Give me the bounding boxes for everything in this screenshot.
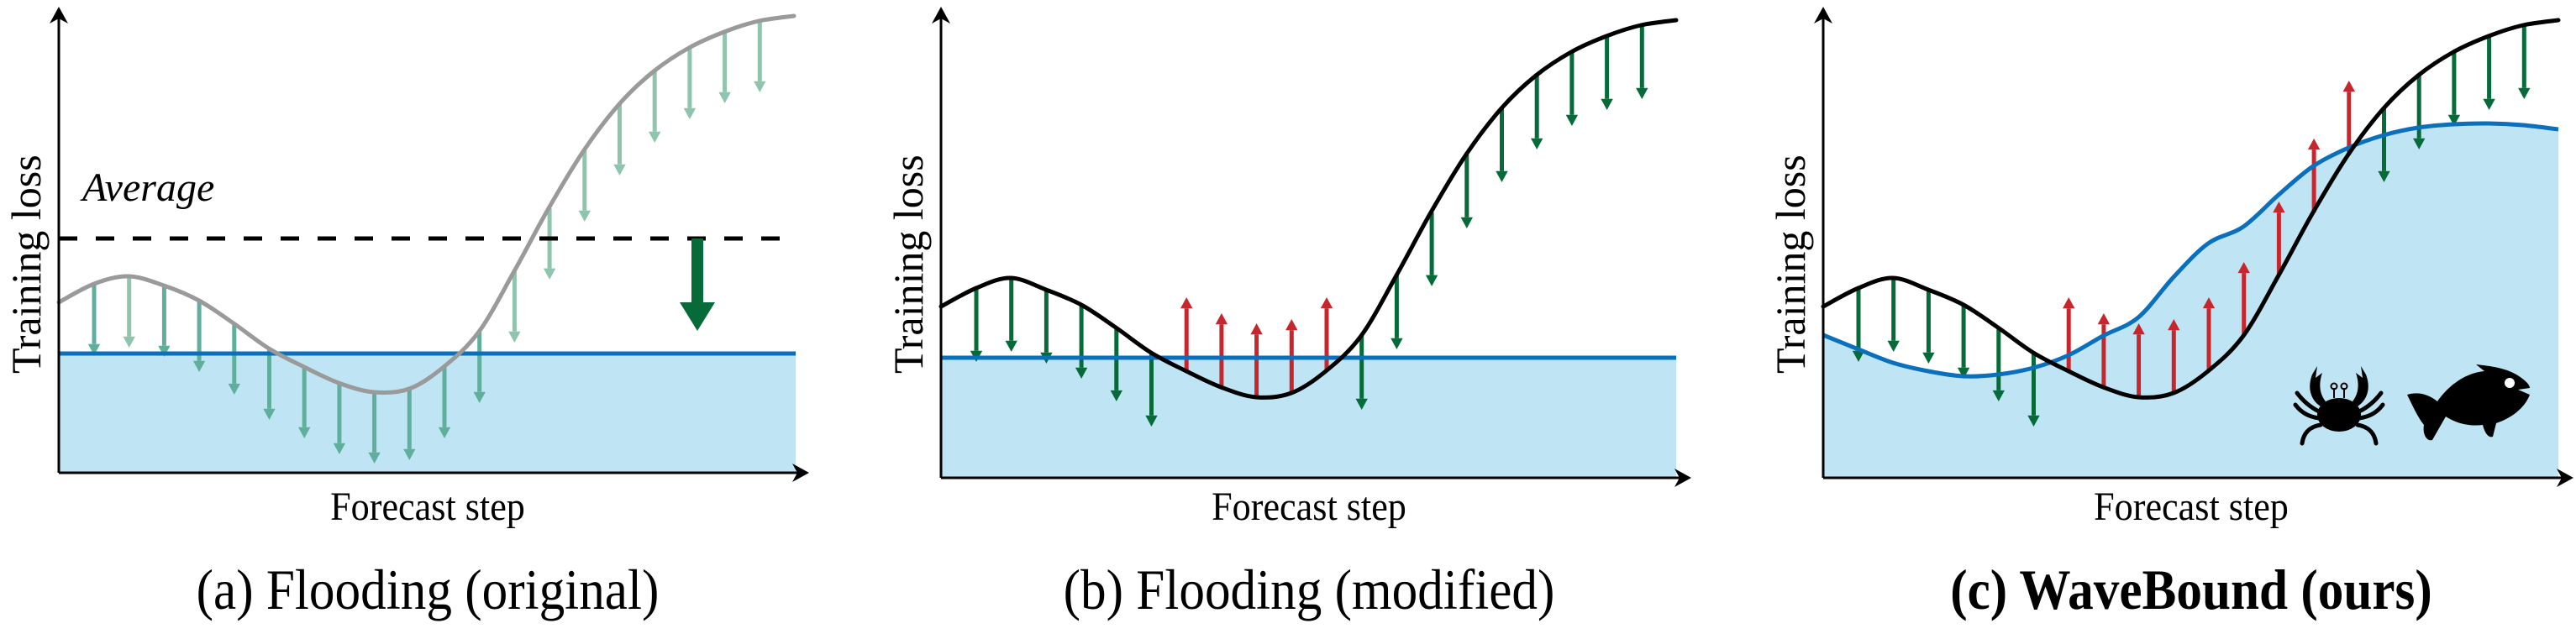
arrow-down-head (1887, 340, 1900, 353)
arrow-down-head (228, 383, 240, 396)
arrow-down-head (2447, 114, 2461, 126)
crab-icon (2293, 366, 2385, 446)
arrow-up-head (2273, 201, 2285, 213)
panel-caption: (b) Flooding (modified) (1063, 558, 1554, 621)
arrow-down-head (1005, 340, 1017, 353)
training-loss-curve (56, 13, 796, 396)
panel-caption: (a) Flooding (original) (196, 558, 659, 621)
x-axis-arrowhead (1674, 469, 1691, 487)
arrow-down-head (543, 268, 556, 280)
arrow-up-head (2063, 297, 2075, 309)
arrow-down-head (1922, 352, 1935, 364)
panel-b-plot (932, 7, 1691, 487)
arrow-down-head (2413, 138, 2426, 149)
flood-fill (1823, 123, 2558, 479)
panel-b: Training loss Forecast step (b) Flooding… (882, 0, 1722, 634)
arrow-down-head (1636, 87, 1648, 99)
training-loss-curve (938, 18, 1679, 400)
y-axis-arrowhead (932, 7, 950, 24)
arrow-down-head (368, 452, 381, 464)
panel-caption: (c) WaveBound (ours) (1949, 558, 2432, 621)
training-loss-curve (1821, 18, 2561, 400)
arrow-up-head (1285, 318, 1298, 331)
arrow-up-head (2237, 261, 2250, 274)
arrow-up-head (2132, 322, 2145, 335)
gradient-arrows (87, 20, 766, 464)
arrow-down-head (158, 345, 171, 358)
arrow-down-head (718, 92, 731, 103)
arrow-down-head (2378, 170, 2390, 182)
y-axis-label: Training loss (3, 155, 50, 374)
gradient-arrows (970, 24, 1648, 427)
y-axis-arrowhead (50, 7, 68, 24)
arrow-down-head (298, 427, 311, 439)
flood-lower-arrow-shaft (691, 238, 703, 304)
flood-fill (941, 358, 1676, 478)
average-label: Average (82, 165, 215, 210)
x-axis-label: Forecast step (1211, 485, 1406, 529)
x-axis-arrowhead (2557, 469, 2573, 487)
arrow-down-head (333, 443, 346, 455)
arrow-down-head (2483, 98, 2495, 110)
x-axis-arrowhead (792, 464, 809, 482)
arrow-down-head (754, 81, 766, 92)
x-axis-label: Forecast step (329, 485, 525, 529)
arrow-up-head (2097, 313, 2111, 325)
wavebound-line (1822, 121, 2559, 379)
arrow-down-head (649, 131, 661, 143)
arrow-down-head (1531, 138, 1543, 149)
arrow-down-head (1075, 367, 1088, 380)
arrow-up-head (2307, 138, 2321, 150)
arrow-down-head (1565, 114, 1579, 126)
arrow-down-head (87, 343, 101, 355)
arrow-down-head (1496, 170, 1508, 182)
flood-fill (59, 354, 796, 473)
arrow-down-head (192, 360, 206, 373)
arrow-up-head (1250, 322, 1263, 335)
arrow-down-head (123, 336, 135, 348)
arrow-down-head (1355, 398, 1368, 410)
arrow-down-head (578, 210, 591, 222)
arrow-down-head (473, 391, 486, 403)
arrow-down-head (1110, 390, 1122, 402)
arrow-up-head (1320, 296, 1333, 309)
fish-icon (2407, 364, 2530, 441)
arrow-down-head (1601, 98, 1613, 110)
arrow-up-head (1215, 313, 1228, 325)
arrow-down-head (508, 331, 521, 343)
arrow-down-head (1145, 415, 1158, 427)
y-axis-label: Training loss (1767, 155, 1814, 374)
arrow-up-head (2202, 296, 2216, 309)
gradient-arrows (1852, 24, 2531, 427)
panel-c-plot (1814, 7, 2573, 487)
arrow-up-head (2168, 318, 2180, 331)
arrow-down-head (683, 107, 697, 119)
arrow-down-head (403, 448, 416, 460)
arrow-down-head (1852, 350, 1865, 362)
arrow-down-head (1391, 338, 1403, 349)
panel-c: Training loss Forecast step (c) WaveBoun… (1764, 0, 2576, 634)
y-axis-label: Training loss (885, 155, 932, 374)
arrow-down-head (2027, 415, 2040, 427)
arrow-down-head (1460, 217, 1473, 228)
arrow-down-head (1425, 275, 1438, 286)
arrow-down-head (1992, 390, 2005, 402)
panel-a-plot (50, 7, 809, 482)
arrow-down-head (438, 427, 451, 438)
arrow-down-head (613, 164, 626, 176)
arrow-up-head (1180, 297, 1193, 309)
arrow-up-head (2342, 80, 2355, 92)
arrow-down-head (2518, 87, 2531, 99)
panel-a: Training loss Average Forecast step (a) … (0, 0, 840, 634)
flood-lower-arrow-head (680, 302, 715, 331)
y-axis-arrowhead (1814, 7, 1832, 24)
arrow-down-head (1957, 367, 1970, 380)
arrow-down-head (263, 408, 276, 421)
x-axis-label: Forecast step (2093, 485, 2289, 529)
